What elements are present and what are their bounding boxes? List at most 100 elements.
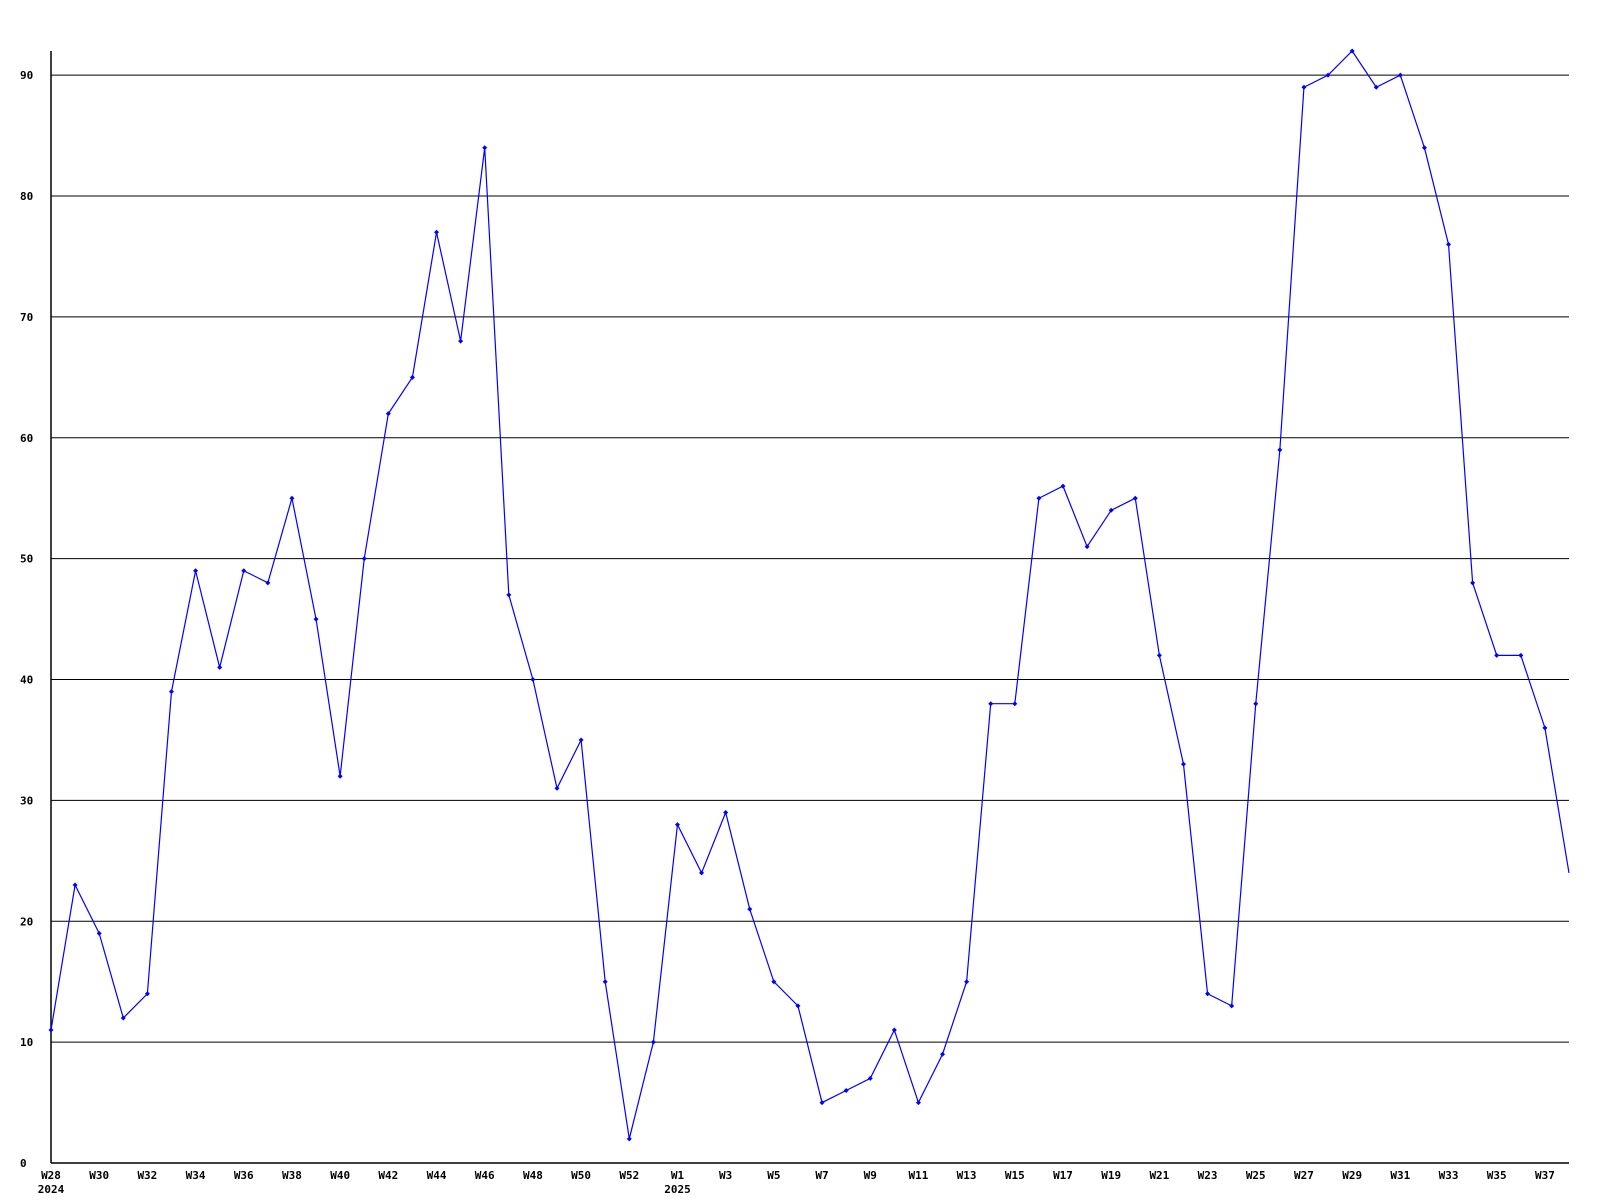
x-tick-label: W35 [1487,1169,1507,1182]
data-point [602,979,608,985]
x-tick-label: W48 [523,1169,543,1182]
x-tick-label: W37 [1535,1169,1555,1182]
x-tick-label: W52 [619,1169,639,1182]
data-point [747,906,753,912]
data-point [96,930,102,936]
data-point [1036,495,1042,501]
x-tick-label: W13 [957,1169,977,1182]
y-tick-label: 70 [20,311,33,324]
data-point [795,1003,801,1009]
x-tick-label: W7 [815,1169,828,1182]
data-point [1349,48,1355,54]
x-tick-label: W28 [41,1169,61,1182]
data-point [1446,241,1452,247]
data-point [1084,544,1090,550]
data-point [120,1015,126,1021]
data-point [193,568,199,574]
x-tick-label: W32 [137,1169,157,1182]
x-tick-label: W36 [234,1169,254,1182]
x-tick-label: W44 [427,1169,447,1182]
y-tick-label: 30 [20,794,33,807]
data-point [1229,1003,1235,1009]
data-point [337,773,343,779]
x-tick-label: W40 [330,1169,350,1182]
y-tick-label: 90 [20,69,33,82]
data-point [940,1051,946,1057]
data-point [265,580,271,586]
x-tick-label: W17 [1053,1169,1073,1182]
x-tick-label: W23 [1198,1169,1218,1182]
x-tick-label: W38 [282,1169,302,1182]
data-point [1012,701,1018,707]
data-point [168,689,174,695]
y-tick-label: 80 [20,190,33,203]
data-point [1421,145,1427,151]
y-tick-label: 60 [20,432,33,445]
data-point [385,411,391,417]
x-tick-label: W11 [908,1169,928,1182]
x-tick-label: W27 [1294,1169,1314,1182]
data-point [458,338,464,344]
x-tick-label: W31 [1390,1169,1410,1182]
data-point [1180,761,1186,767]
data-point [434,229,440,235]
y-tick-label: 50 [20,553,33,566]
x-tick-label: W29 [1342,1169,1362,1182]
x-year-label: 2024 [38,1183,65,1196]
data-point [409,374,415,380]
data-point [674,822,680,828]
y-tick-label: 10 [20,1036,33,1049]
data-point [1470,580,1476,586]
x-tick-label: W25 [1246,1169,1266,1182]
data-point [554,785,560,791]
data-point [1132,495,1138,501]
data-point [144,991,150,997]
data-point [843,1087,849,1093]
data-point [217,664,223,670]
x-tick-label: W19 [1101,1169,1121,1182]
x-tick-label: W33 [1439,1169,1459,1182]
data-point [1253,701,1259,707]
data-point [1542,725,1548,731]
data-point [915,1100,921,1106]
y-tick-label: 0 [20,1157,27,1170]
y-tick-label: 20 [20,915,33,928]
data-point [964,979,970,985]
series-line [50,50,1570,1139]
data-point [699,870,705,876]
data-point [1518,652,1524,658]
x-tick-label: W5 [767,1169,780,1182]
data-point [988,701,994,707]
y-tick-label: 40 [20,674,33,687]
x-tick-label: W42 [378,1169,398,1182]
data-point [1301,84,1307,90]
data-point [1156,652,1162,658]
x-tick-label: W3 [719,1169,732,1182]
data-point [891,1027,897,1033]
data-point [1325,72,1331,78]
x-tick-label: W21 [1149,1169,1169,1182]
data-point [48,1027,54,1033]
x-tick-label: W1 [671,1169,685,1182]
data-point [506,592,512,598]
data-point [289,495,295,501]
data-point [72,882,78,888]
data-point [1205,991,1211,997]
x-tick-label: W50 [571,1169,591,1182]
data-point [1108,507,1114,513]
x-tick-label: W46 [475,1169,495,1182]
data-point [482,145,488,151]
data-point [313,616,319,622]
data-point [650,1039,656,1045]
x-tick-label: W30 [89,1169,109,1182]
data-point [361,556,367,562]
data-point [1060,483,1066,489]
x-year-label: 2025 [664,1183,691,1196]
x-tick-label: W15 [1005,1169,1025,1182]
data-point [1397,72,1403,78]
data-point [530,677,536,683]
x-tick-label: W34 [186,1169,206,1182]
x-tick-label: W9 [864,1169,877,1182]
data-point [771,979,777,985]
